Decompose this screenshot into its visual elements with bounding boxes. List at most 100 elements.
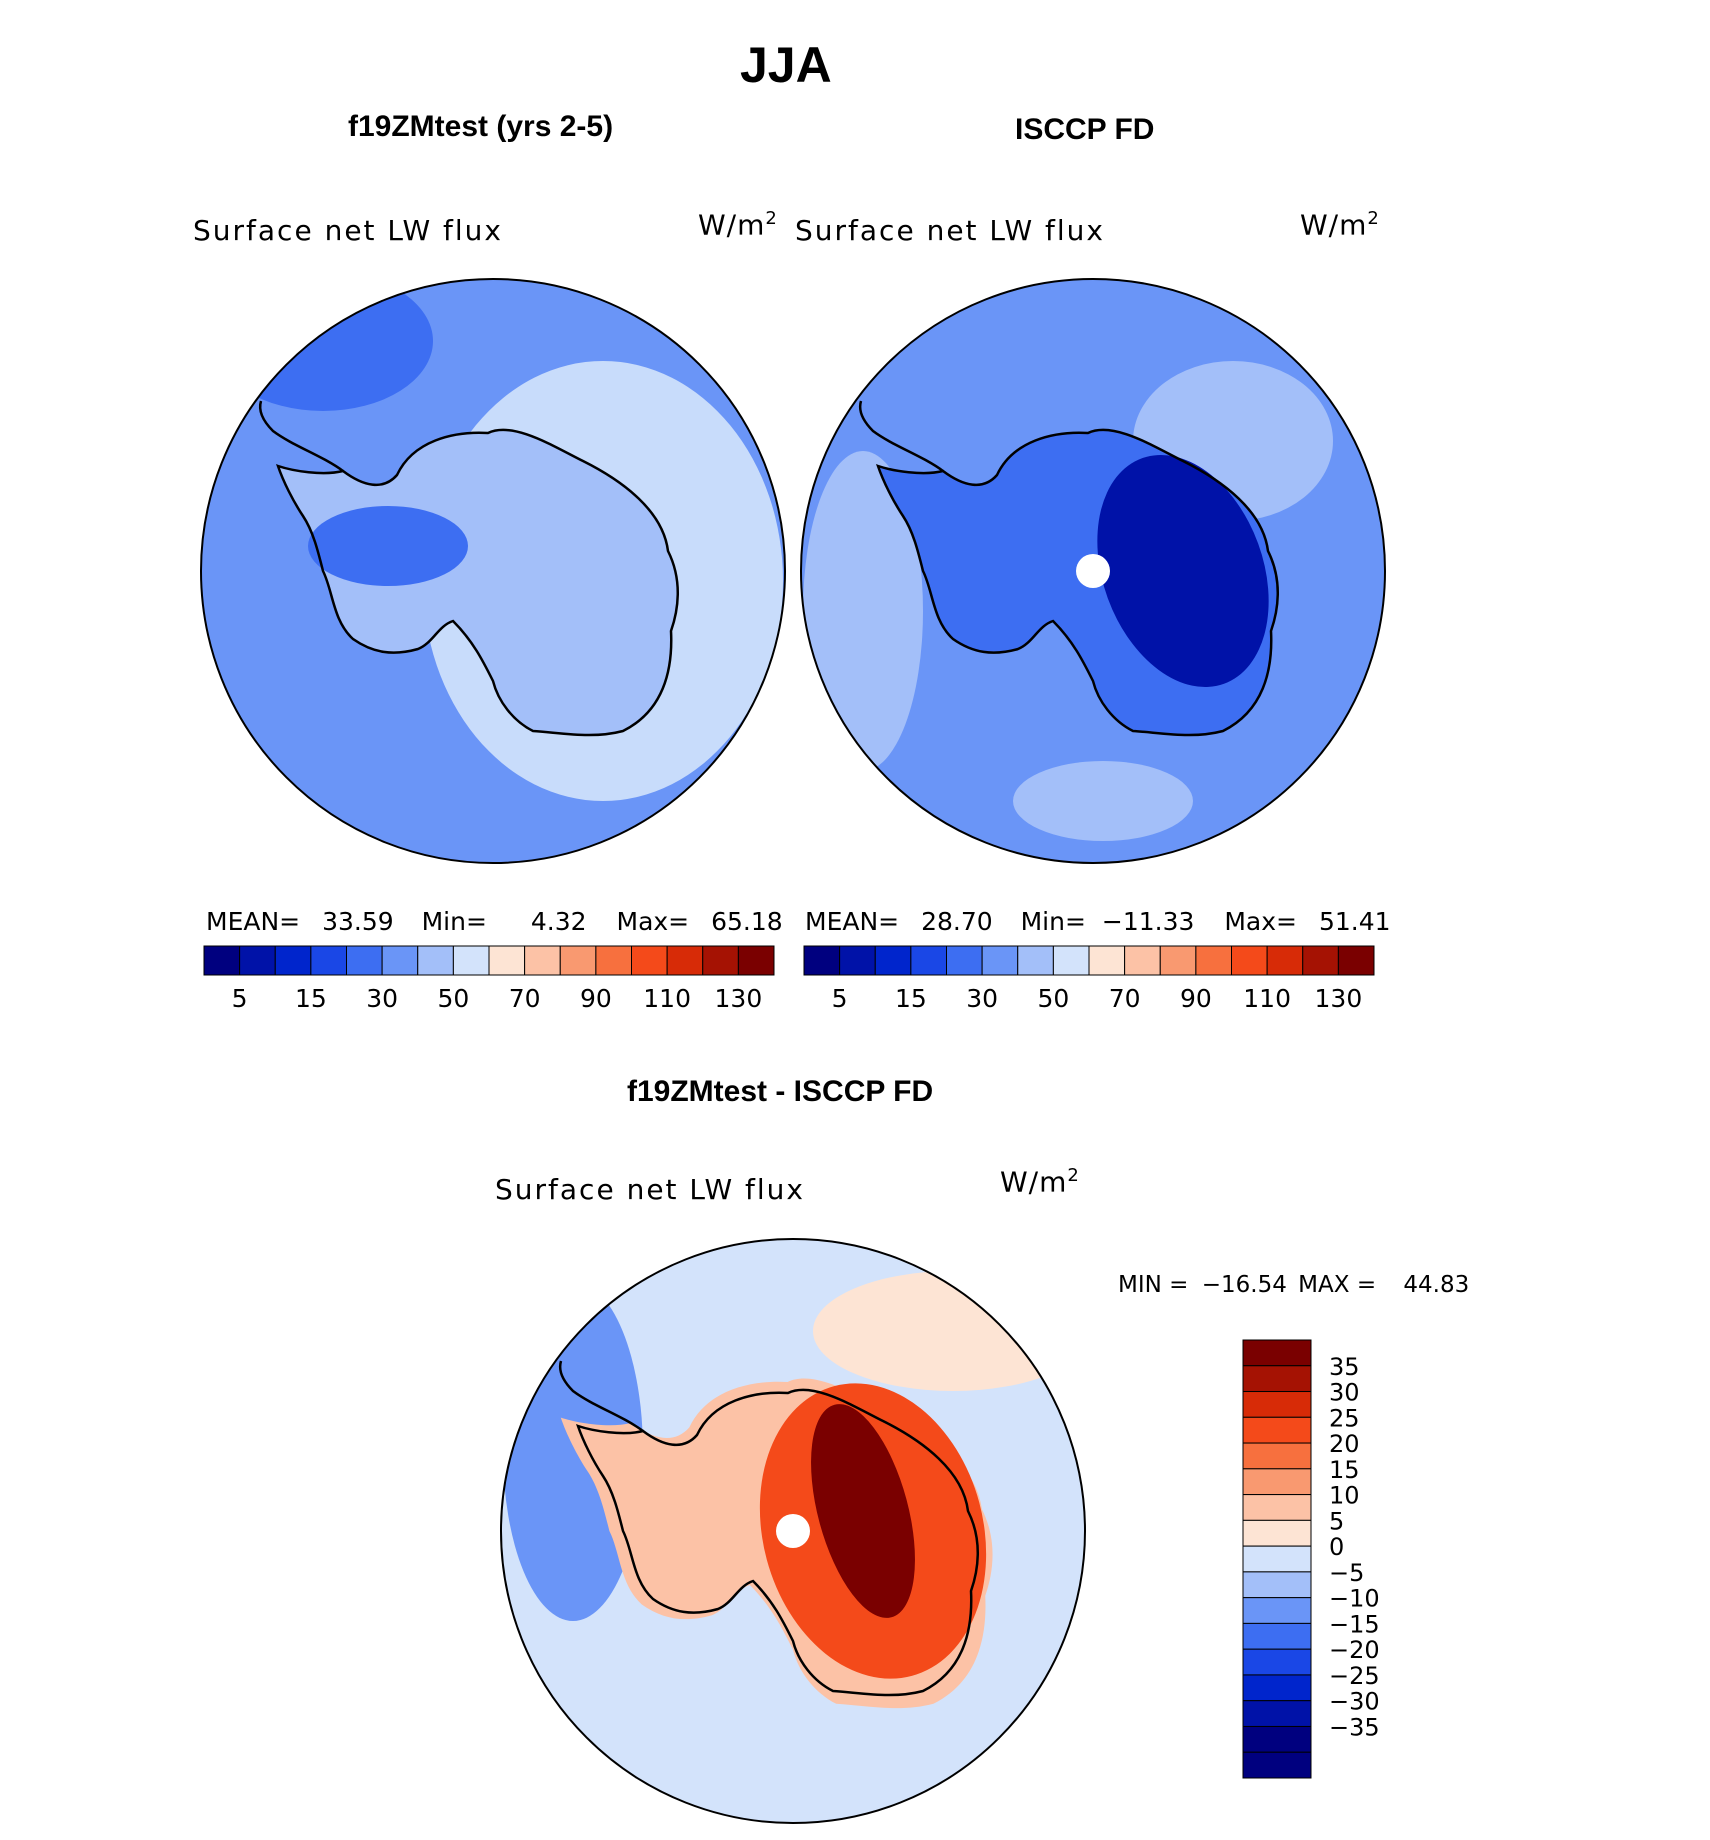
panel-c-subtitle: Surface net LW flux [495,1173,805,1206]
colorbar-tick-label: 90 [1180,984,1212,1013]
panel-c-units: W/m2 [1000,1165,1080,1198]
panel-b-border [800,278,1386,864]
coastline [876,428,1279,737]
colorbar-tick-label: 30 [366,984,398,1013]
panel-a-title: f19ZMtest (yrs 2-5) [348,110,614,143]
colorbar-swatch [1242,1622,1312,1650]
map-region-positive-ring [813,1271,1085,1391]
units-exp: 2 [765,208,778,229]
panel-c-border [500,1238,1086,1824]
colorbar-swatch [1242,1416,1312,1444]
map-region-outer-ring [803,451,923,771]
colorbar-swatch [803,945,841,976]
colorbar-swatch [1242,1365,1312,1393]
colorbar-swatch [1052,945,1090,976]
colorbar-tick-label: −30 [1329,1688,1380,1716]
colorbar-swatch [1242,1700,1312,1727]
coastline-peninsula [558,1360,644,1433]
colorbar-swatch [1242,1339,1312,1367]
colorbar-tick-label: 15 [895,984,927,1013]
max-value: 65.18 [711,907,783,936]
colorbar-swatch [839,945,876,976]
colorbar-tick-label: 25 [1329,1404,1360,1432]
panel-c-title: f19ZMtest - ISCCP FD [627,1075,934,1108]
colorbar-swatch [1242,1648,1312,1676]
coastline-peninsula [258,400,344,473]
colorbar-swatch [524,945,561,976]
colorbar-swatch [310,945,347,976]
colorbar-swatch [1242,1725,1312,1753]
colorbar-tick-label: 15 [295,984,327,1013]
colorbar-tick-label: 30 [1329,1379,1360,1407]
colorbar-tick-label: 35 [1329,1353,1360,1381]
colorbar-swatch [1302,945,1339,976]
colorbar-tick-label: 10 [1329,1482,1360,1510]
coastline-peninsula [858,400,944,473]
max-value: 51.41 [1318,907,1391,936]
mean-label: MEAN= [206,907,301,936]
max-label: MAX = [1298,1272,1377,1298]
panel-a-subtitle: Surface net LW flux [193,214,503,247]
panel-b-subtitle: Surface net LW flux [795,214,1105,247]
colorbar-swatch [874,945,912,976]
units-base: W/m [1300,208,1368,242]
mean-value: 33.59 [322,907,394,936]
colorbar-tick-label: 110 [1243,984,1291,1013]
panel-a-border [200,278,786,864]
panel-b-title: ISCCP FD [1015,113,1155,146]
colorbar-swatch [203,945,241,976]
min-label: MIN = [1118,1272,1189,1298]
pole-mask [776,1514,810,1548]
colorbar-tick-label: 30 [966,984,998,1013]
colorbar-swatch [737,945,775,976]
colorbar-swatch [910,945,947,976]
colorbar-tick-label: 70 [1109,984,1141,1013]
colorbar-tick-label: −10 [1329,1585,1380,1613]
colorbar-swatch [1124,945,1161,976]
colorbar-tick-label: 70 [509,984,541,1013]
colorbar-swatch [1242,1545,1312,1573]
colorbar-tick-label: 20 [1329,1430,1360,1458]
panel-b-colorbar: 5 15 30 50 70 90 110 130 [803,945,1375,1013]
panel-c-stats: MIN = −16.54 MAX = 44.83 [1118,1272,1469,1298]
colorbar-tick-label: 50 [437,984,469,1013]
colorbar-swatch [274,945,312,976]
colorbar-swatch [1242,1519,1312,1547]
map-region-east-antarctic-plateau [1097,454,1269,688]
units-base: W/m [1000,1165,1068,1199]
colorbar-tick-label: −25 [1329,1662,1380,1690]
colorbar-swatch [1242,1751,1312,1779]
panel-b-units: W/m2 [1300,208,1380,241]
min-label: Min= [1020,907,1086,936]
colorbar-swatch [1195,945,1232,976]
colorbar-swatch [1242,1674,1312,1702]
colorbar-swatch [1242,1494,1312,1521]
colorbar-swatch [1242,1597,1312,1624]
colorbar-tick-label: 5 [232,984,248,1013]
mean-value: 28.70 [921,907,993,936]
mean-label: MEAN= [805,907,900,936]
colorbar-tick-label: 15 [1329,1456,1360,1484]
coastline [276,428,679,737]
coastline [576,1388,979,1697]
min-value: 4.32 [530,907,587,936]
max-value: 44.83 [1403,1272,1470,1298]
colorbar-swatch [346,945,383,976]
min-value: −16.54 [1201,1272,1287,1298]
colorbar-swatch [981,945,1019,976]
colorbar-swatch [1337,945,1375,976]
colorbar-swatch [1242,1468,1312,1496]
colorbar-swatch [452,945,490,976]
min-label: Min= [421,907,487,936]
max-label: Max= [1224,907,1297,936]
colorbar-tick-label: 110 [643,984,691,1013]
colorbar-swatch [1242,1391,1312,1418]
colorbar-tick-label: −20 [1329,1636,1380,1664]
panel-a-map [201,279,785,863]
colorbar-swatch [381,945,419,976]
colorbar-swatch [702,945,739,976]
colorbar-swatch [1159,945,1197,976]
colorbar-swatch [1266,945,1304,976]
colorbar-tick-label: −15 [1329,1610,1380,1638]
